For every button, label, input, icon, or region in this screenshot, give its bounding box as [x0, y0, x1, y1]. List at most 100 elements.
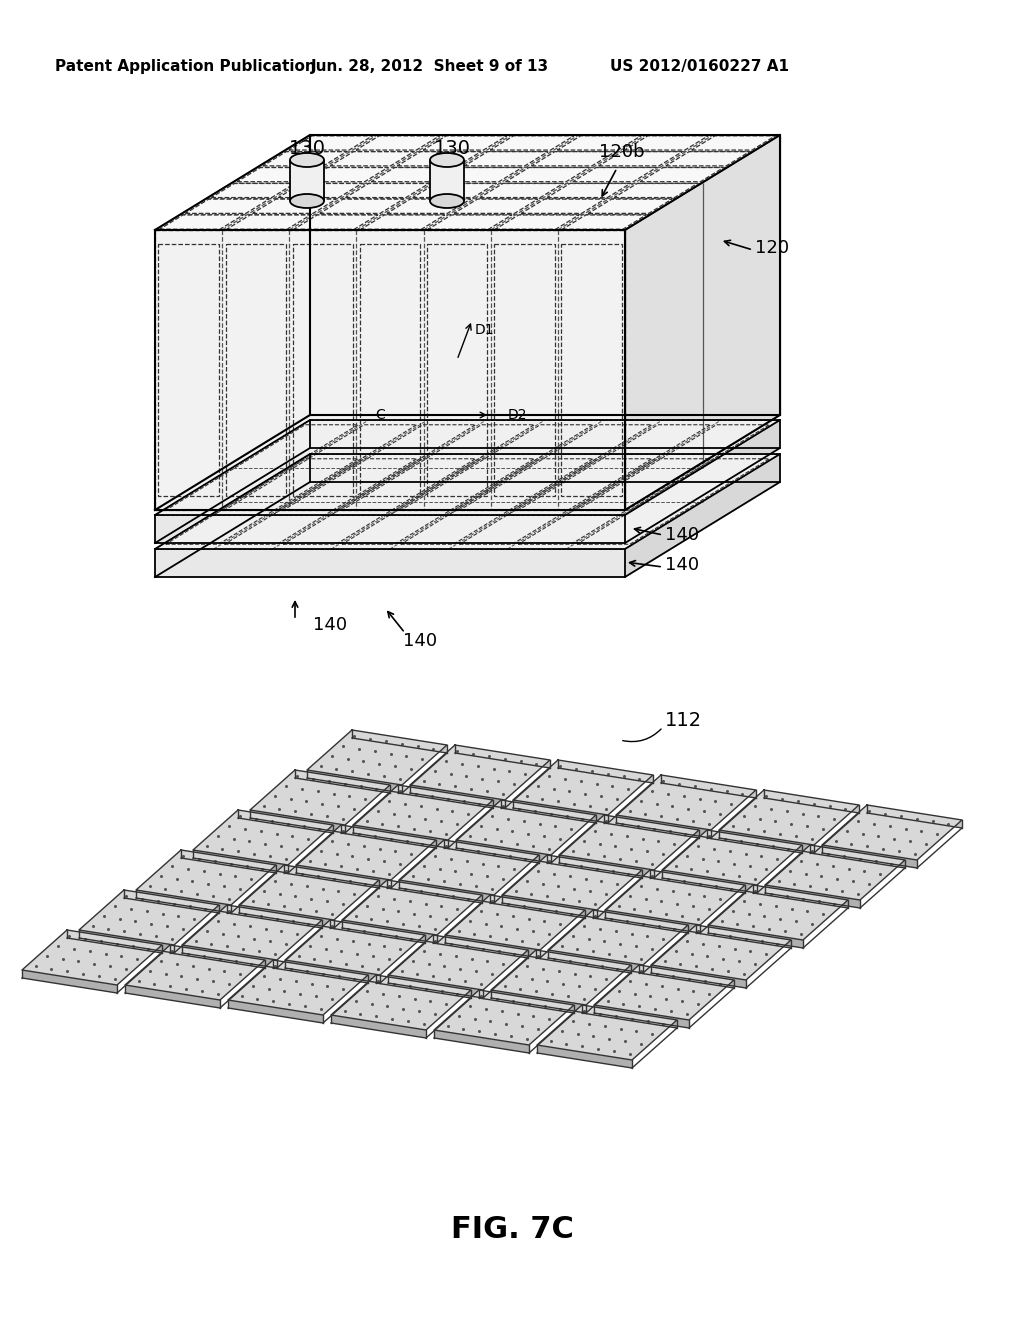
Ellipse shape — [430, 194, 464, 209]
Polygon shape — [79, 931, 174, 953]
Polygon shape — [387, 880, 482, 903]
Text: Jun. 28, 2012  Sheet 9 of 13: Jun. 28, 2012 Sheet 9 of 13 — [311, 59, 549, 74]
Polygon shape — [867, 805, 962, 828]
Polygon shape — [513, 800, 608, 822]
Polygon shape — [170, 945, 265, 968]
Text: 120b: 120b — [599, 143, 645, 161]
Polygon shape — [250, 770, 390, 825]
Text: 130: 130 — [289, 139, 326, 157]
Polygon shape — [399, 880, 494, 903]
Polygon shape — [810, 845, 905, 869]
Polygon shape — [342, 880, 482, 935]
Bar — [430, 160, 464, 201]
Text: 140: 140 — [665, 556, 699, 574]
Polygon shape — [696, 925, 791, 948]
Text: 130: 130 — [433, 139, 470, 157]
Ellipse shape — [290, 153, 324, 168]
Polygon shape — [307, 730, 447, 785]
Polygon shape — [155, 549, 625, 577]
Polygon shape — [410, 744, 550, 800]
Polygon shape — [822, 845, 918, 869]
Polygon shape — [155, 420, 780, 515]
Polygon shape — [155, 454, 780, 549]
Polygon shape — [479, 990, 574, 1012]
Text: 140: 140 — [313, 616, 347, 634]
Polygon shape — [662, 775, 756, 799]
Polygon shape — [616, 775, 756, 830]
Polygon shape — [490, 895, 585, 917]
Polygon shape — [307, 770, 402, 793]
Ellipse shape — [430, 153, 464, 168]
Polygon shape — [353, 785, 493, 840]
Polygon shape — [285, 920, 425, 975]
Polygon shape — [456, 800, 596, 855]
Polygon shape — [193, 810, 333, 865]
Polygon shape — [753, 884, 848, 908]
Polygon shape — [273, 960, 368, 983]
Polygon shape — [388, 935, 528, 990]
Text: C: C — [375, 408, 385, 422]
Polygon shape — [708, 925, 803, 948]
Polygon shape — [708, 884, 848, 940]
Polygon shape — [238, 810, 333, 833]
Polygon shape — [444, 840, 539, 863]
Polygon shape — [604, 814, 699, 838]
Polygon shape — [605, 909, 700, 933]
Bar — [290, 160, 324, 201]
Polygon shape — [594, 1005, 689, 1028]
Polygon shape — [227, 906, 322, 928]
Polygon shape — [625, 454, 780, 577]
Polygon shape — [651, 925, 791, 979]
Polygon shape — [445, 935, 540, 958]
Polygon shape — [639, 965, 734, 987]
Polygon shape — [707, 830, 802, 853]
Polygon shape — [331, 1015, 426, 1038]
Polygon shape — [136, 850, 276, 906]
Text: Patent Application Publication: Patent Application Publication — [54, 59, 315, 74]
Polygon shape — [445, 895, 585, 950]
Polygon shape — [125, 985, 220, 1008]
Polygon shape — [650, 870, 745, 894]
Polygon shape — [605, 870, 745, 925]
Text: D2: D2 — [508, 408, 527, 422]
Polygon shape — [136, 890, 231, 913]
Polygon shape — [548, 950, 643, 973]
Polygon shape — [67, 931, 162, 953]
Polygon shape — [616, 814, 711, 838]
Polygon shape — [662, 870, 757, 894]
Polygon shape — [537, 1005, 677, 1060]
Polygon shape — [536, 950, 631, 973]
Polygon shape — [125, 945, 265, 1001]
Polygon shape — [625, 420, 780, 543]
Polygon shape — [434, 1030, 529, 1053]
Text: 112: 112 — [665, 710, 702, 730]
Polygon shape — [502, 855, 642, 909]
Polygon shape — [331, 975, 471, 1030]
Polygon shape — [155, 515, 625, 543]
Polygon shape — [490, 950, 631, 1005]
Polygon shape — [547, 855, 642, 878]
Polygon shape — [155, 230, 625, 510]
Polygon shape — [399, 840, 539, 895]
Polygon shape — [490, 990, 586, 1012]
Polygon shape — [398, 785, 493, 808]
Polygon shape — [330, 920, 425, 942]
Text: 140: 140 — [402, 632, 437, 649]
Polygon shape — [124, 890, 219, 913]
Polygon shape — [352, 730, 447, 752]
Text: US 2012/0160227 A1: US 2012/0160227 A1 — [610, 59, 790, 74]
Polygon shape — [181, 850, 276, 873]
Polygon shape — [388, 975, 483, 998]
Polygon shape — [559, 855, 654, 878]
Text: FIG. 7C: FIG. 7C — [451, 1216, 573, 1245]
Polygon shape — [341, 825, 436, 847]
Polygon shape — [296, 825, 436, 880]
Polygon shape — [296, 865, 391, 888]
Polygon shape — [353, 825, 449, 847]
Polygon shape — [537, 1045, 632, 1068]
Polygon shape — [765, 845, 905, 900]
Polygon shape — [559, 814, 699, 870]
Polygon shape — [764, 789, 859, 813]
Polygon shape — [765, 884, 860, 908]
Text: D1: D1 — [475, 323, 495, 337]
